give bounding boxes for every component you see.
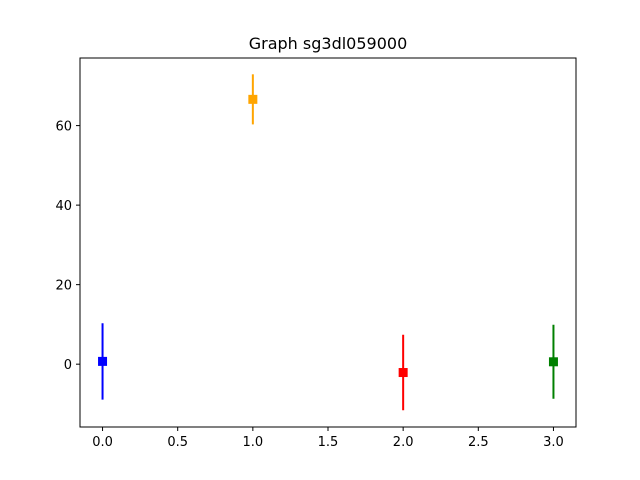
- x-tick-label: 3.0: [543, 435, 564, 450]
- chart-title: Graph sg3dl059000: [249, 34, 408, 53]
- y-tick-label: 0: [64, 358, 72, 373]
- x-tick-label: 1.0: [243, 435, 264, 450]
- y-tick-label: 40: [55, 199, 72, 214]
- data-point: [98, 356, 108, 366]
- data-point: [548, 357, 558, 367]
- plot-area: 0.0 0.5 1.0 1.5 2.0 2.5 3.0 0 20 40 60: [55, 57, 577, 450]
- x-tick-label: 1.5: [318, 435, 339, 450]
- y-tick-label: 60: [55, 120, 72, 135]
- y-tick-label: 20: [55, 279, 72, 294]
- data-point: [248, 94, 258, 104]
- x-tick-label: 0.0: [92, 435, 113, 450]
- x-tick-label: 2.0: [393, 435, 414, 450]
- data-point: [398, 368, 408, 378]
- x-tick-label: 0.5: [167, 435, 188, 450]
- x-tick-label: 2.5: [468, 435, 489, 450]
